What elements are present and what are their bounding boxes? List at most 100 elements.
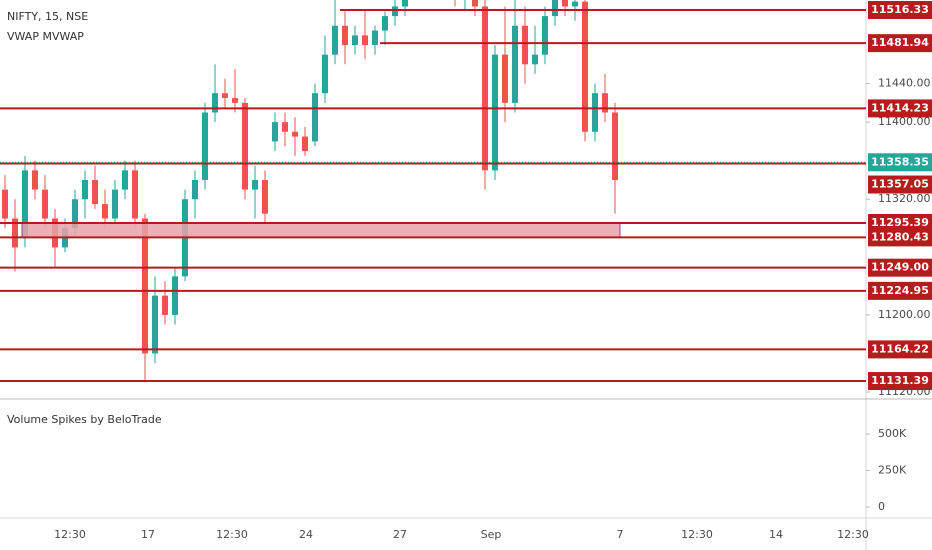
x-tick-label: 12:30 (54, 528, 86, 541)
candle-body (232, 98, 238, 103)
candle-body (32, 170, 38, 190)
candle-body (552, 0, 558, 17)
level-label-box (868, 175, 932, 194)
volume-tick-label: 500K (878, 427, 907, 440)
candle-body (162, 295, 168, 315)
candle-body (72, 199, 78, 229)
candle-body (612, 112, 618, 180)
candle-body (472, 0, 478, 7)
candle-body (152, 295, 158, 354)
candle-body (252, 179, 258, 190)
level-label-box (868, 372, 932, 391)
candle-body (112, 189, 118, 219)
y-tick-label: 11440.00 (878, 77, 931, 90)
volume-tick-label: 0 (878, 500, 885, 513)
level-label-box (868, 281, 932, 300)
level-label: 11481.94 (871, 36, 929, 49)
candle-body (512, 25, 518, 103)
level-label-box (868, 0, 932, 19)
candle-body (492, 54, 498, 171)
chart-title: NIFTY, 15, NSE (7, 10, 88, 23)
y-tick-label: 11400.00 (878, 115, 931, 128)
x-tick-label: 12:30 (837, 528, 869, 541)
overlay: 11516.33 11481.94 11414.23 11357.05 11295.39… (0, 0, 932, 391)
candle-body (582, 1, 588, 132)
candle-body (352, 35, 358, 46)
level-label: 11249.00 (871, 261, 929, 274)
candle-body (82, 179, 88, 200)
current-price-label: 11358.35 (871, 155, 929, 168)
level-label: 11131.39 (871, 374, 929, 387)
y-tick-label: 11200.00 (878, 308, 931, 321)
candle-body (542, 16, 548, 55)
candle-body (292, 131, 298, 137)
level-label-box (868, 99, 932, 118)
level-label-box (868, 258, 932, 277)
level-label: 11164.22 (871, 342, 929, 355)
level-label: 11224.95 (871, 284, 929, 297)
candle-body (262, 179, 268, 214)
level-label-box (868, 213, 932, 232)
candle-body (342, 25, 348, 46)
candle-body (402, 0, 408, 7)
level-label: 11414.23 (871, 101, 929, 114)
candle-body (532, 54, 538, 65)
candle-body (282, 122, 288, 132)
level-label: 11357.05 (871, 178, 929, 191)
candle-body (212, 93, 218, 113)
candle-body (572, 1, 578, 7)
candle-body (332, 25, 338, 55)
level-label: 11280.43 (871, 230, 929, 243)
y-tick-label: 11320.00 (878, 192, 931, 205)
candle-body (362, 35, 368, 46)
x-tick-label: 27 (393, 528, 407, 541)
candle-body (102, 204, 108, 219)
volume-title: Volume Spikes by BeloTrade (7, 413, 162, 426)
candle-body (312, 93, 318, 142)
zone (21, 222, 621, 238)
candle-body (592, 93, 598, 132)
candle-body (272, 122, 278, 142)
candle-body (202, 112, 208, 180)
x-tick-label: 7 (617, 528, 624, 541)
candle-body (602, 93, 608, 113)
x-tick-label: 17 (141, 528, 155, 541)
x-tick-label: Sep (481, 528, 502, 541)
y-tick-label: 11120.00 (878, 385, 931, 398)
level-label-box (868, 340, 932, 359)
volume-tick-label: 250K (878, 464, 907, 477)
candle-body (92, 179, 98, 205)
current-price-label-box (868, 153, 932, 172)
level-label-box (868, 34, 932, 53)
candle-body (122, 170, 128, 190)
x-tick-label: 14 (769, 528, 783, 541)
candle-body (322, 54, 328, 94)
candle-body (382, 16, 388, 31)
candle-body (132, 170, 138, 219)
candle-body (372, 30, 378, 46)
candle-body (12, 218, 18, 248)
x-tick-label: 24 (299, 528, 313, 541)
candle-body (502, 54, 508, 103)
candle-body (522, 25, 528, 65)
indicator-label: VWAP MVWAP (7, 30, 84, 43)
candle-body (302, 136, 308, 152)
candle-body (482, 6, 488, 171)
candle-body (222, 93, 228, 99)
candle-body (22, 170, 28, 238)
candle-body (192, 179, 198, 200)
level-label-box (868, 228, 932, 247)
level-label: 11295.39 (871, 216, 929, 229)
candle-body (172, 276, 178, 315)
level-label: 11516.33 (871, 3, 929, 16)
x-tick-label: 12:30 (681, 528, 713, 541)
candle-body (242, 102, 248, 190)
price-pane (2, 0, 618, 383)
candle-body (562, 0, 568, 7)
candle-body (142, 218, 148, 354)
x-tick-label: 12:30 (216, 528, 248, 541)
candle-body (392, 6, 398, 17)
candle-body (42, 189, 48, 219)
